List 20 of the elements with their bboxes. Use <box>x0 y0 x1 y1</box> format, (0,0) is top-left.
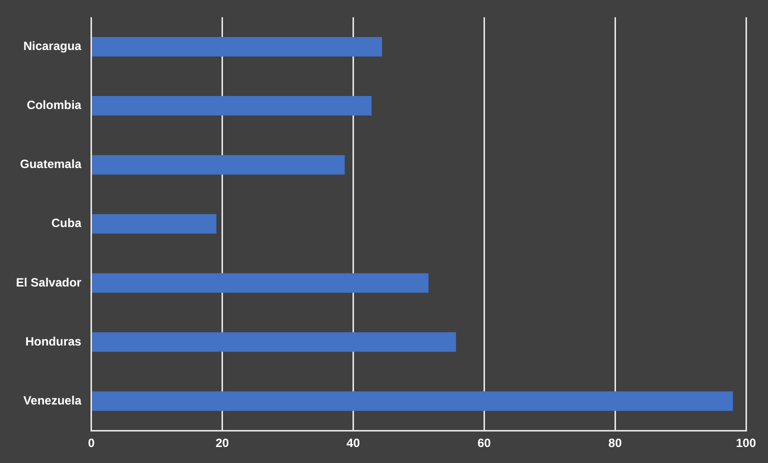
x-tick-label: 20 <box>216 436 230 450</box>
x-tick-label: 100 <box>736 436 756 450</box>
bar <box>92 332 456 352</box>
bar <box>92 96 372 116</box>
x-tick-label: 80 <box>608 436 622 450</box>
x-tick-label: 0 <box>88 436 96 450</box>
x-tick-label: 60 <box>477 436 492 450</box>
x-tick-label: 40 <box>346 436 360 450</box>
y-tick-label: Cuba <box>51 216 82 230</box>
y-tick-label: El Salvador <box>16 275 82 290</box>
y-tick-label: Honduras <box>25 334 82 348</box>
bar <box>92 214 216 234</box>
y-tick-label: Venezuela <box>23 393 82 408</box>
y-tick-label: Guatemala <box>20 157 82 172</box>
y-tick-label: Nicaragua <box>23 39 82 54</box>
bar <box>92 36 382 56</box>
bar <box>92 391 733 411</box>
bar <box>92 155 345 175</box>
y-tick-label: Colombia <box>26 98 82 112</box>
bar <box>92 273 428 293</box>
